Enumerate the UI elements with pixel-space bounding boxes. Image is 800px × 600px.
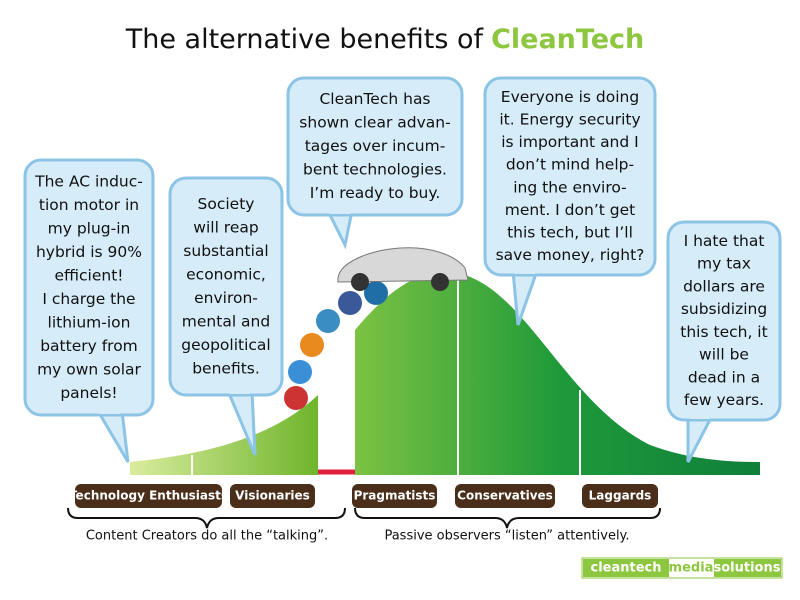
segment-label-box xyxy=(455,484,555,508)
bubble-line: tion motor in xyxy=(39,196,139,214)
bubble-cover xyxy=(100,409,120,414)
bubble-box xyxy=(23,158,155,417)
segment-labels: Technology Enthusiasts Visionaries Pragmat… xyxy=(69,484,658,508)
bubble-box xyxy=(168,176,284,397)
bubble-tail xyxy=(686,414,715,463)
logo: cleantech media solutions xyxy=(581,557,783,579)
bubble-line: don’t mind help- xyxy=(506,156,634,174)
segment-label: Conservatives xyxy=(457,489,553,503)
bubble-line: it. Energy security xyxy=(499,110,640,128)
bubble-line: panels! xyxy=(60,384,117,402)
logo-band xyxy=(583,559,669,577)
bubble-line: is important and I xyxy=(501,133,638,151)
bubble-tail xyxy=(95,409,130,463)
segment-label: Technology Enthusiasts xyxy=(69,489,228,503)
group-caption: Passive observers “listen” attentively. xyxy=(384,529,629,544)
bubble-line: will reap xyxy=(193,218,258,236)
bubble-line: Society xyxy=(198,195,255,213)
speech-bubble: CleanTech has shown clear advan-tages ove… xyxy=(286,76,464,250)
segment-label: Pragmatists xyxy=(354,489,436,503)
segment-label-box xyxy=(582,484,658,508)
bubble-line: tages over incum- xyxy=(305,137,446,155)
bubble-line: hybrid is 90% xyxy=(36,243,142,261)
bubble-line: substantial xyxy=(183,242,268,260)
bubble-line: I’m ready to buy. xyxy=(310,184,441,202)
bubble-line: geopolitical xyxy=(181,336,271,354)
bubble-cover xyxy=(515,269,535,274)
segment-label: Visionaries xyxy=(235,489,310,503)
car xyxy=(337,247,469,291)
bubble-line: few years. xyxy=(684,391,764,409)
segment-label-box xyxy=(75,484,222,508)
bubble-line: lithium-ion xyxy=(48,313,131,331)
dividers xyxy=(191,275,581,475)
speech-bubble: Society will reap substantial economic, envi… xyxy=(168,176,284,456)
bubble-line: my plug-in xyxy=(48,219,131,237)
logo-word: media xyxy=(669,561,714,576)
bubble-box xyxy=(666,220,782,422)
bubble-line: will be xyxy=(699,346,749,364)
bubble-cover xyxy=(230,389,250,394)
bubble-line: this tech, it xyxy=(680,323,767,341)
bubble-line: ment. I don’t get xyxy=(505,201,635,219)
left-brace xyxy=(67,507,346,529)
bubble-cover xyxy=(690,414,710,419)
speech-bubbles: The AC induc-tion motor in my plug-in hybr… xyxy=(23,76,782,463)
bubble-line: efficient! xyxy=(54,266,123,284)
logo-band xyxy=(714,559,781,577)
bubble-line: shown clear advan- xyxy=(299,114,450,132)
bubble-line: CleanTech has xyxy=(319,90,430,108)
bubble-line: economic, xyxy=(186,265,266,283)
bubble-line: I hate that xyxy=(684,232,765,250)
bubble-line: subsidizing xyxy=(681,300,767,318)
bubble-line: I charge the xyxy=(42,290,135,308)
speech-bubble: I hate that my tax dollars are subsidizing t… xyxy=(666,220,782,463)
segment-label: Laggards xyxy=(589,489,652,503)
bubble-box xyxy=(483,76,657,277)
bubble-line: bent technologies. xyxy=(303,161,447,179)
bubble-line: environ- xyxy=(194,289,258,307)
bubble-line: battery from xyxy=(40,337,138,355)
early-curve xyxy=(130,395,318,475)
segment-label-box xyxy=(352,484,437,508)
bubble-cover xyxy=(330,209,350,214)
segment-label-box xyxy=(230,484,315,508)
bubble-box xyxy=(286,76,464,217)
bubble-tail xyxy=(511,269,540,326)
title: The alternative benefits of CleanTech xyxy=(125,24,645,55)
social-icons xyxy=(284,281,388,410)
bubble-line: dead in a xyxy=(688,368,760,386)
speech-bubble: Everyone is doing it. Energy security is i… xyxy=(483,76,657,326)
bubble-line: save money, right? xyxy=(496,246,645,264)
bubble-line: dollars are xyxy=(683,277,765,295)
logo-word: solutions xyxy=(714,561,781,576)
bubble-line: benefits. xyxy=(192,359,260,377)
bubble-line: The AC induc- xyxy=(34,172,143,190)
group-caption: Content Creators do all the “talking”. xyxy=(86,529,328,544)
right-brace xyxy=(354,507,661,529)
main-curve xyxy=(355,272,760,475)
bubble-line: my own solar xyxy=(37,360,141,378)
bubble-line: ing the enviro- xyxy=(513,178,627,196)
bubble-line: Everyone is doing xyxy=(501,88,639,106)
speech-bubble: The AC induc-tion motor in my plug-in hybr… xyxy=(23,158,155,463)
bubble-line: my tax xyxy=(697,255,751,273)
bubble-line: this tech, but I’ll xyxy=(507,224,633,242)
title-highlight: CleanTech xyxy=(491,24,644,55)
title-text: The alternative benefits of xyxy=(125,24,485,55)
logo-word: cleantech xyxy=(591,561,662,576)
bubble-line: mental and xyxy=(182,312,270,330)
